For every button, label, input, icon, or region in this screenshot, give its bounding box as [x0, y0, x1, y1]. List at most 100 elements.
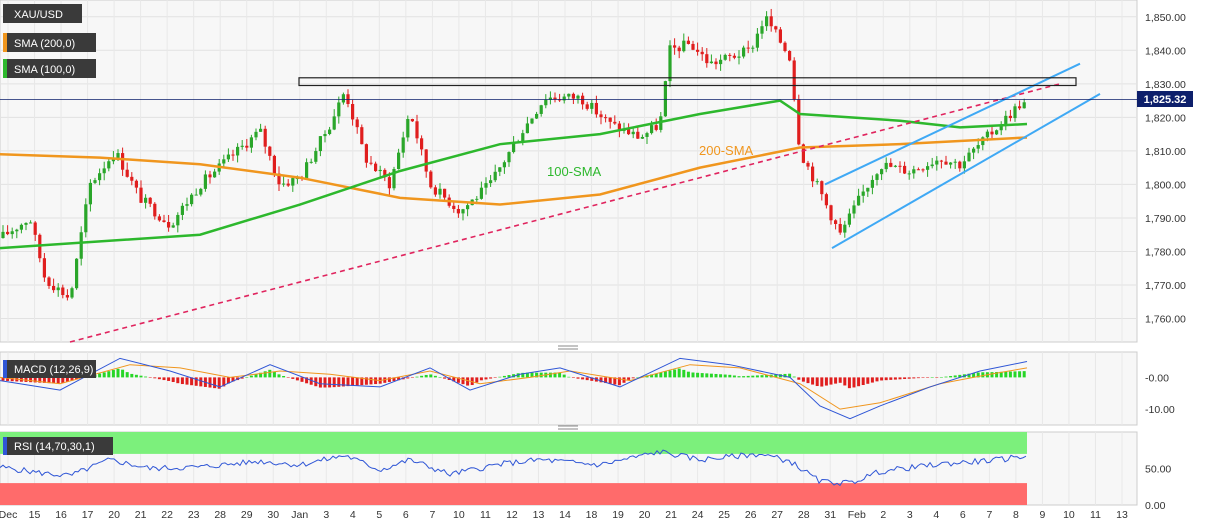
x-tick-label: 25 [718, 509, 730, 521]
macd-histogram-bar [318, 377, 322, 388]
macd-histogram-bar [861, 377, 865, 386]
candle-body [875, 174, 879, 180]
candle-body [921, 169, 925, 171]
macd-histogram-bar [921, 377, 925, 378]
candle-body [525, 123, 529, 134]
x-tick-label: 13 [533, 509, 545, 521]
macd-histogram-bar [70, 377, 74, 381]
candle-body [958, 161, 962, 169]
legend-rsi[interactable]: RSI (14,70,30,1) [3, 437, 113, 455]
x-tick-label: 10 [453, 509, 465, 521]
macd-histogram-bar [530, 372, 534, 378]
candle-body [755, 33, 759, 48]
x-tick-label: 4 [350, 509, 356, 521]
candle-body [392, 169, 396, 189]
macd-y-tick-label: -10.00 [1145, 404, 1175, 416]
macd-histogram-bar [328, 377, 332, 388]
candle-body [985, 131, 989, 138]
candle-body [479, 187, 483, 199]
rsi-line [0, 449, 1027, 487]
candle-body [650, 125, 654, 134]
macd-histogram-bar [558, 372, 562, 378]
macd-histogram-bar [926, 377, 930, 378]
macd-histogram-bar [967, 373, 971, 378]
candle-body [788, 50, 792, 61]
y-tick-label: 1,830.00 [1145, 79, 1186, 91]
macd-histogram-bar [300, 377, 304, 382]
macd-histogram-bar [433, 375, 437, 378]
candle-body [728, 54, 732, 56]
candle-body [185, 204, 189, 206]
macd-histogram-bar [268, 369, 272, 378]
candle-body [719, 59, 723, 65]
candle-body [116, 153, 120, 158]
candle-body [778, 29, 782, 43]
macd-histogram-bar [737, 376, 741, 378]
macd-histogram-bar [953, 375, 957, 378]
candle-body [75, 258, 79, 289]
rsi-overbought-zone [0, 432, 1027, 454]
legend-macd[interactable]: MACD (12,26,9) [3, 360, 96, 378]
macd-histogram-bar [406, 377, 410, 379]
candle-body [935, 160, 939, 165]
macd-histogram-bar [705, 373, 709, 378]
x-tick-label: 26 [745, 509, 757, 521]
macd-histogram-bar [806, 377, 810, 384]
candle-body [47, 277, 51, 286]
macd-histogram-bar [355, 377, 359, 386]
y-tick-label: 1,820.00 [1145, 112, 1186, 124]
x-tick-label: 24 [692, 509, 704, 521]
x-tick-label: 13 [1116, 509, 1128, 521]
macd-histogram-bar [949, 376, 953, 378]
candle-body [387, 177, 391, 189]
macd-histogram-bar [502, 375, 506, 378]
x-tick-label: 8 [1013, 509, 1019, 521]
candle-body [608, 117, 612, 122]
x-tick-label: 21 [135, 509, 147, 521]
panel-resize-handle-1[interactable] [558, 345, 578, 350]
x-tick-label: 17 [82, 509, 94, 521]
candle-body [686, 40, 690, 44]
macd-histogram-bar [590, 377, 594, 381]
candle-body [369, 162, 373, 164]
candle-body [861, 191, 865, 196]
candle-body [231, 154, 235, 156]
candle-body [79, 232, 83, 259]
price-plot [0, 8, 1137, 343]
macd-histogram-bar [226, 377, 230, 384]
macd-histogram-bar [415, 376, 419, 378]
macd-histogram-bar [116, 368, 120, 378]
x-tick-label: 3 [323, 509, 329, 521]
legend-xau[interactable]: XAU/USD [3, 4, 82, 23]
candle-body [792, 60, 796, 100]
candle-body [70, 288, 74, 298]
candle-body [677, 47, 681, 52]
legend-sma200[interactable]: SMA (200,0) [3, 33, 96, 52]
macd-histogram-bar [525, 372, 529, 378]
candle-body [705, 54, 709, 64]
candle-body [84, 204, 88, 233]
legend-sma100[interactable]: SMA (100,0) [3, 59, 96, 78]
macd-line [0, 357, 1028, 420]
macd-histogram-bar [240, 377, 244, 379]
sma-100-line [0, 99, 1028, 250]
macd-histogram-bar [351, 377, 355, 386]
macd-histogram-bar [507, 375, 511, 378]
candle-body [668, 45, 672, 82]
macd-histogram-bar [107, 371, 111, 378]
panel-resize-handle-2[interactable] [558, 425, 578, 430]
x-tick-label: 11 [1090, 509, 1101, 521]
candle-body [870, 179, 874, 188]
legend-macd-label: MACD (12,26,9) [14, 364, 93, 376]
candle-body [397, 152, 401, 170]
candle-body [544, 99, 548, 106]
candle-body [466, 205, 470, 210]
macd-histogram-bar [599, 377, 603, 383]
macd-histogram-bar [797, 377, 801, 380]
candle-body [967, 152, 971, 162]
current-price-text: 1,825.32 [1144, 94, 1187, 106]
candle-body [461, 209, 465, 214]
candle-body [907, 173, 911, 175]
macd-histogram-bar [746, 375, 750, 378]
